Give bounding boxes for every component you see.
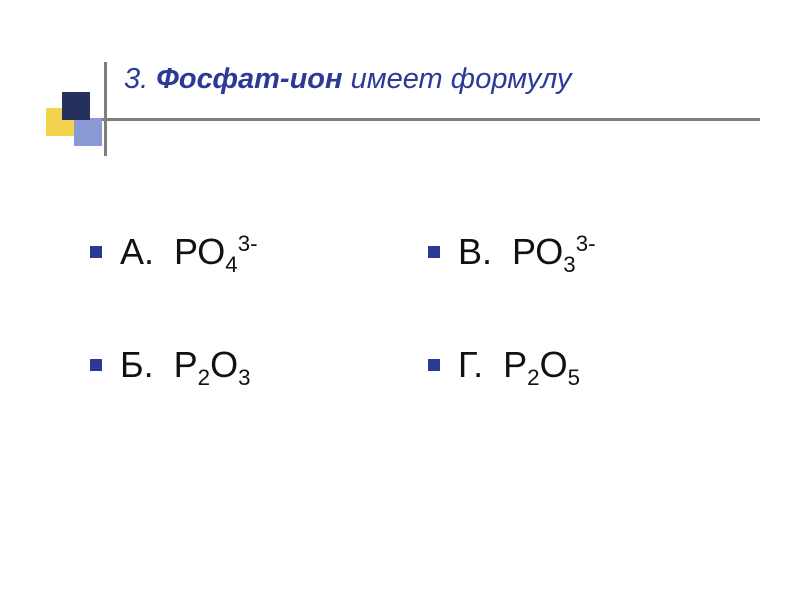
option-v-label: В. РО33- xyxy=(458,230,596,273)
formula-base: РО xyxy=(512,231,563,272)
question-title: 3. Фосфат-ион имеет формулу xyxy=(124,62,572,97)
title-number: 3. xyxy=(124,63,156,95)
horizontal-rule xyxy=(72,118,760,121)
accent-square-blue xyxy=(74,118,102,146)
vertical-rule xyxy=(104,62,107,156)
formula-sub: 2 xyxy=(527,365,539,390)
formula-sub2: 5 xyxy=(568,365,580,390)
title-term: Фосфат-ион xyxy=(156,63,342,95)
bullet-icon xyxy=(90,359,102,371)
accent-square-dark xyxy=(62,92,90,120)
option-b-label: Б. Р2О3 xyxy=(120,343,251,386)
formula-sub: 2 xyxy=(198,365,210,390)
formula-base: Р xyxy=(503,344,527,385)
formula-sub: 3 xyxy=(563,252,575,277)
option-letter: А. xyxy=(120,231,154,272)
option-letter: Б. xyxy=(120,344,154,385)
option-v: В. РО33- xyxy=(428,230,740,273)
options-column-right: В. РО33- Г. Р2О5 xyxy=(428,230,740,386)
formula-sub: 4 xyxy=(225,252,237,277)
bullet-icon xyxy=(90,246,102,258)
option-letter: В. xyxy=(458,231,492,272)
option-a: А. РО43- xyxy=(90,230,402,273)
title-rest: имеет формулу xyxy=(343,63,572,95)
options-grid: А. РО43- Б. Р2О3 В. РО33- Г. xyxy=(90,230,740,386)
option-letter: Г. xyxy=(458,344,483,385)
formula-sub2: 3 xyxy=(238,365,250,390)
formula-charge: 3- xyxy=(576,231,596,256)
formula-base2: О xyxy=(210,344,238,385)
formula-base: РО xyxy=(174,231,225,272)
option-b: Б. Р2О3 xyxy=(90,343,402,386)
formula-base: Р xyxy=(174,344,198,385)
option-g: Г. Р2О5 xyxy=(428,343,740,386)
slide: 3. Фосфат-ион имеет формулу А. РО43- Б. … xyxy=(0,0,800,600)
bullet-icon xyxy=(428,359,440,371)
options-column-left: А. РО43- Б. Р2О3 xyxy=(90,230,402,386)
option-a-label: А. РО43- xyxy=(120,230,258,273)
option-g-label: Г. Р2О5 xyxy=(458,343,580,386)
formula-base2: О xyxy=(540,344,568,385)
formula-charge: 3- xyxy=(238,231,258,256)
bullet-icon xyxy=(428,246,440,258)
